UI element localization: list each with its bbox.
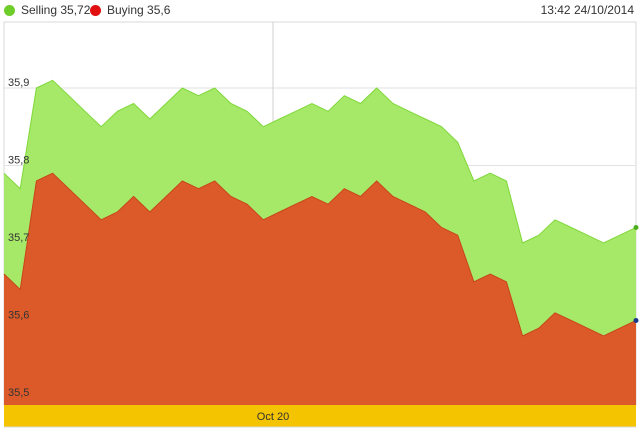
buying-dot-icon bbox=[90, 4, 101, 16]
y-tick-label: 35,5 bbox=[8, 387, 29, 399]
y-tick-label: 35,7 bbox=[8, 232, 29, 244]
selling-label: Selling 35,72 bbox=[21, 3, 91, 17]
series-last-point-selling bbox=[633, 225, 639, 230]
y-tick-label: 35,6 bbox=[8, 310, 29, 322]
legend-buying[interactable]: Buying 35,6 bbox=[90, 3, 170, 17]
legend: Selling 35,72 Buying 35,6 13:42 24/10/20… bbox=[0, 0, 640, 22]
series-line-selling bbox=[3, 79, 637, 244]
timestamp: 13:42 24/10/2014 bbox=[540, 3, 634, 17]
buying-label: Buying 35,6 bbox=[107, 3, 171, 17]
selling-dot-icon bbox=[4, 4, 15, 16]
legend-selling[interactable]: Selling 35,72 bbox=[4, 3, 90, 17]
y-tick-label: 35,8 bbox=[8, 155, 29, 167]
date-axis-band bbox=[4, 405, 636, 427]
series-line-buying bbox=[3, 172, 637, 337]
series-last-point-buying bbox=[633, 318, 639, 323]
series-area-buying bbox=[4, 173, 636, 405]
y-tick-label: 35,9 bbox=[8, 77, 29, 89]
x-tick-label: Oct 20 bbox=[257, 411, 289, 423]
